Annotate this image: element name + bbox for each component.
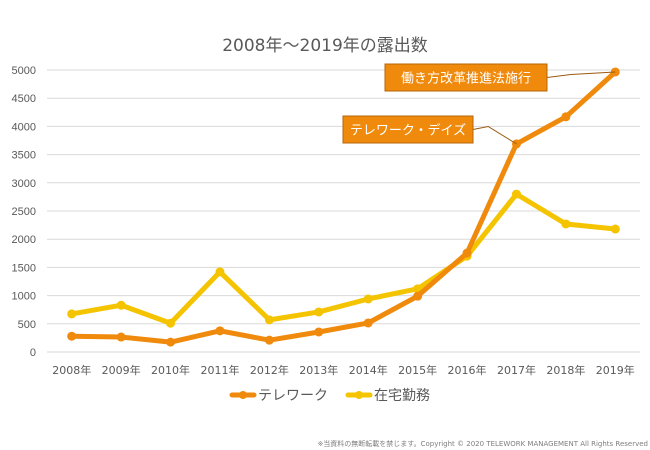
callout-box [342,115,474,144]
callout: テレワーク・デイズ [342,115,517,145]
data-point [67,331,77,341]
y-tick-label: 1500 [12,262,36,274]
data-point [166,318,176,328]
x-tick-label: 2011年 [200,363,239,377]
legend-label: 在宅勤務 [374,388,430,404]
series-1 [67,189,620,328]
y-tick-label: 3500 [12,150,36,162]
data-point [561,112,571,122]
x-tick-label: 2015年 [398,363,437,377]
data-point [462,248,472,258]
x-tick-label: 2017年 [497,363,536,377]
data-point [314,327,324,337]
legend-swatch-marker [355,391,363,399]
chart-title: 2008年～2019年の露出数 [222,36,428,56]
data-point [116,332,126,342]
callout-leader-line [472,125,517,145]
y-tick-label: 2500 [12,206,36,218]
y-tick-label: 4500 [12,93,36,105]
data-point [363,318,373,328]
callout-box [384,63,548,92]
x-tick-label: 2009年 [102,363,141,377]
y-tick-label: 1000 [12,291,36,303]
x-tick-label: 2014年 [349,363,388,377]
legend-item: 在宅勤務 [345,388,430,404]
copyright-footer: ※当資料の無断転載を禁じます。Copyright © 2020 TELEWORK… [317,439,648,448]
data-point [264,315,274,325]
x-axis-ticks: 2008年 2009年 2010年 2011年 2012年 2013年 2014年 2015年… [52,363,635,377]
data-point [215,326,225,336]
x-tick-label: 2010年 [151,363,190,377]
x-tick-label: 2008年 [52,363,91,377]
x-tick-label: 2018年 [546,363,585,377]
data-point [413,291,423,301]
y-tick-label: 5000 [12,65,36,77]
y-tick-label: 3000 [12,178,36,190]
callout-label: 働き方改革推進法施行 [401,71,531,87]
y-tick-label: 2000 [12,234,36,246]
data-point [561,219,571,229]
callout-leader-line [546,71,616,78]
data-point [166,337,176,347]
callout: 働き方改革推進法施行 [384,63,616,92]
legend-swatch-marker [239,391,247,399]
data-point [363,294,373,304]
series-layer [67,67,620,347]
legend: テレワーク 在宅勤務 [229,388,430,404]
annotation-layer: テレワーク・デイズ 働き方改革推進法施行 [342,63,616,145]
legend-label: テレワーク [258,388,328,404]
callout-label: テレワーク・デイズ [350,123,466,139]
series-line [69,191,618,326]
x-tick-label: 2012年 [250,363,289,377]
x-tick-label: 2016年 [448,363,487,377]
y-tick-label: 0 [30,347,36,359]
series-line [69,69,618,345]
data-point [511,189,521,199]
data-point [116,300,126,310]
y-tick-label: 4000 [12,121,36,133]
data-point [67,309,77,319]
data-point [215,267,225,277]
x-tick-label: 2019年 [596,363,635,377]
y-axis-ticks: 0 500 1000 1500 2000 2500 3000 3500 4000 4500 5000 [12,65,36,359]
y-tick-label: 500 [18,319,36,331]
legend-item: テレワーク [229,388,328,404]
x-tick-label: 2013年 [299,363,338,377]
data-point [610,224,620,234]
data-point [314,307,324,317]
data-point [264,335,274,345]
